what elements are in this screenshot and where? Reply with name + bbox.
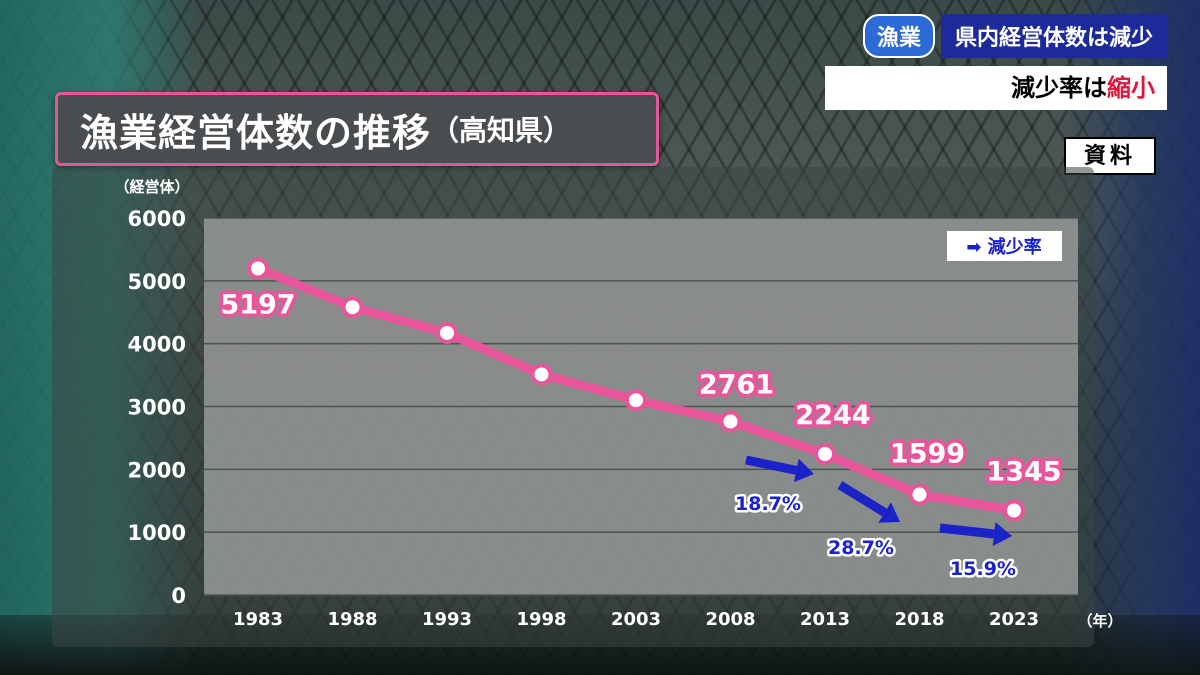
decline-rate-2018-2023: 15.9% [950,558,1016,580]
decline-rate-2008-2013: 18.7% [735,493,801,515]
x-axis-label: （年） [1077,612,1122,630]
data-point-1993 [436,321,458,344]
data-label-2013: 2244 [795,400,870,431]
decline-arrow-2018-2023 [939,523,995,539]
data-label-2018: 1599 [890,439,965,470]
data-point-2018 [908,483,931,506]
data-point-2013 [814,443,836,466]
sub-headline-text: 減少率は [1011,74,1107,102]
x-tick-label: 2013 [800,609,850,630]
y-tick-label: 6000 [128,207,186,231]
decline-arrowhead-2013-2018 [878,502,900,523]
headline-bar: 漁業 県内経営体数は減少 [862,14,1167,58]
data-point-2003 [625,389,647,412]
x-tick-label: 1993 [422,609,472,630]
x-tick-label: 2023 [989,609,1039,630]
chart-title-main: 漁業経営体数の推移 [80,110,432,155]
y-tick-label: 3000 [128,396,186,420]
data-point-2023 [1003,499,1025,522]
legend-box [947,231,1062,261]
decline-arrow-2013-2018 [837,481,888,517]
headline-text: 県内経営体数は減少 [940,14,1167,58]
x-tick-label: 2008 [705,609,755,630]
decline-arrowhead-2018-2023 [992,522,1012,546]
y-tick-label: 2000 [128,458,186,482]
x-tick-label: 1998 [516,609,566,630]
decline-rate-2013-2018: 28.7% [828,537,894,559]
decline-arrowhead-2008-2013 [793,458,814,483]
legend-label: ➡ 減少率 [966,236,1041,258]
x-tick-label: 1988 [327,609,377,630]
chart-title: 漁業経営体数の推移 （高知県） [55,92,659,166]
data-point-1998 [530,363,553,386]
x-tick-label: 2003 [611,609,661,630]
data-label-2023: 1345 [986,456,1061,487]
y-tick-label: 1000 [128,521,186,545]
x-tick-label: 1983 [233,609,283,630]
data-point-2008 [719,410,742,433]
data-label-1983: 5197 [220,289,295,320]
y-tick-label: 4000 [128,333,186,357]
data-point-1983 [247,257,269,280]
data-label-2008: 2761 [699,370,774,401]
chart-title-sub: （高知県） [431,114,572,147]
legend: ➡ 減少率 [947,231,1062,261]
x-tick-label: 2018 [894,609,944,630]
decline-arrow-2008-2013 [745,455,798,475]
y-tick-label: 5000 [128,270,186,294]
sub-headline-accent: 縮小 [1107,74,1155,102]
sub-headline: 減少率は縮小 [825,66,1167,110]
y-tick-label: 0 [171,584,186,608]
y-axis-label: （経営体） [114,178,189,196]
data-point-1988 [341,296,364,319]
category-tag: 漁業 [862,14,935,58]
